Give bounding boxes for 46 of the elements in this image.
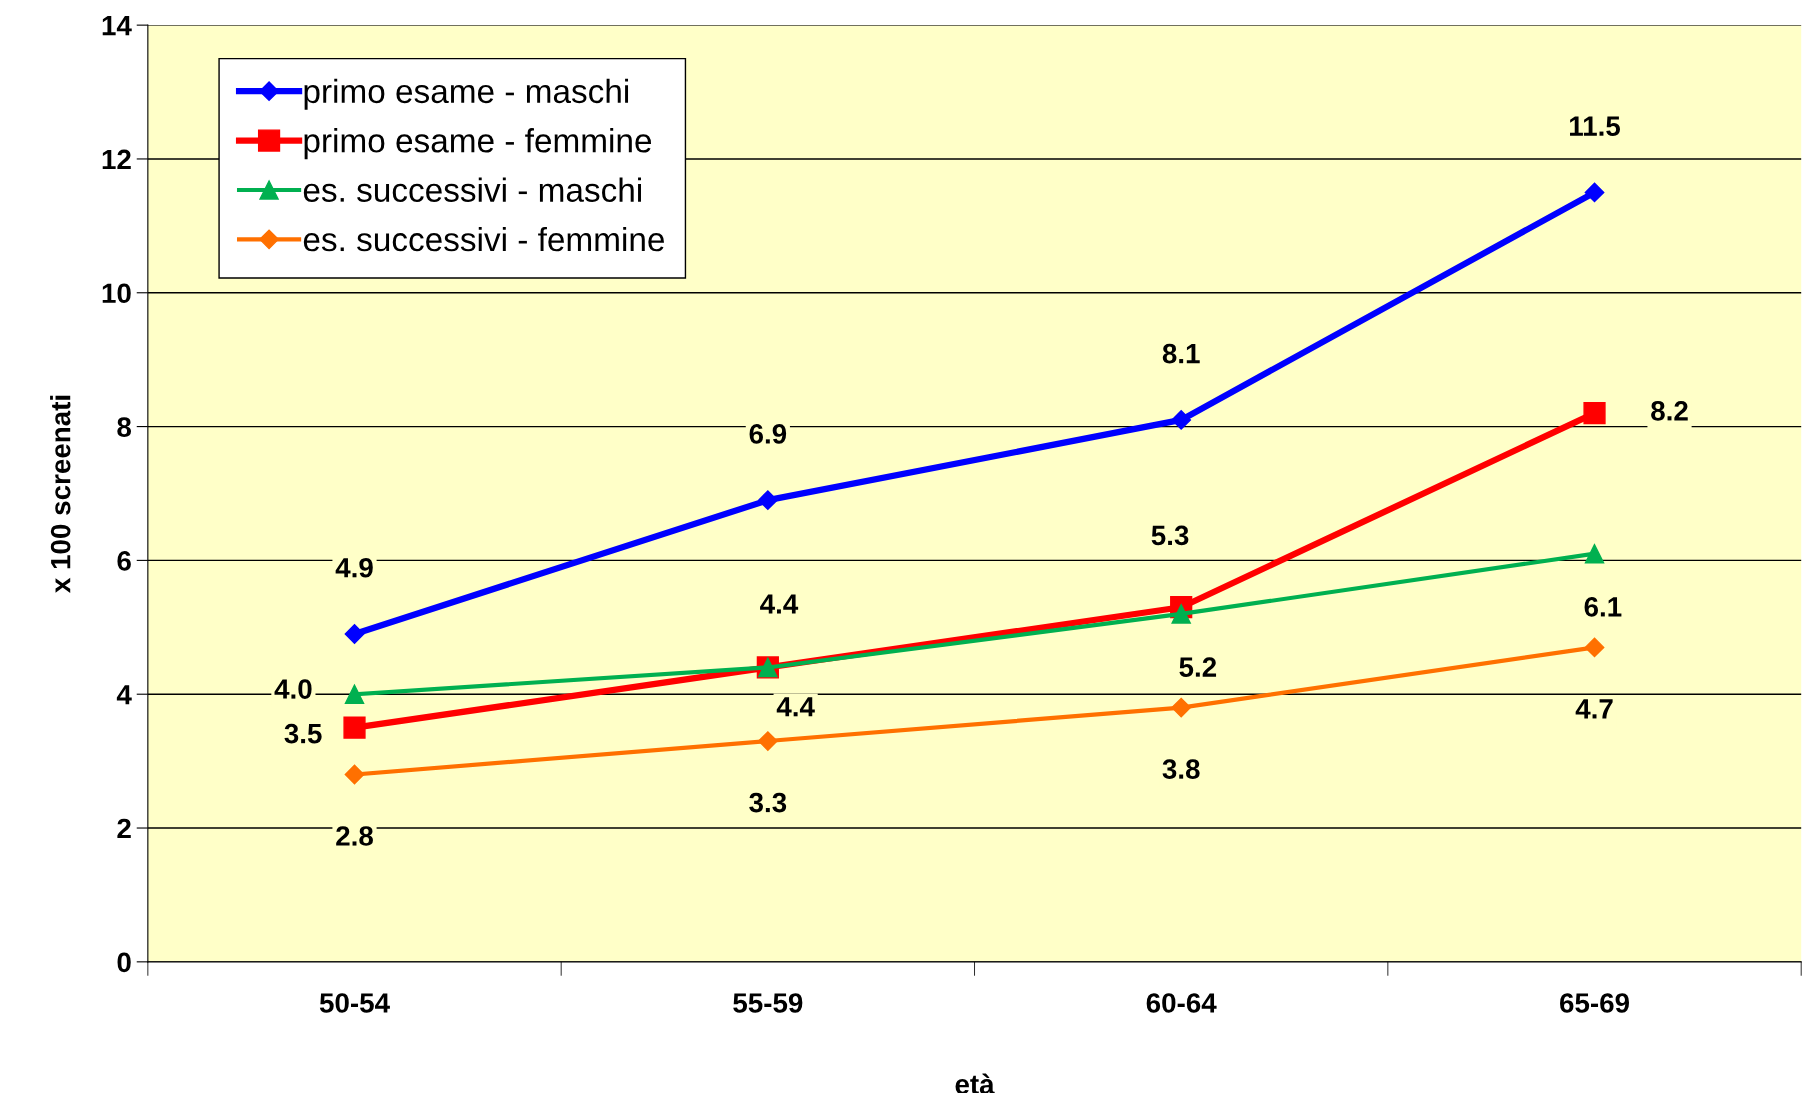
legend-label: es. successivi - femmine <box>303 226 664 252</box>
data-label: 3.8 <box>1162 759 1200 779</box>
point <box>343 716 366 739</box>
data-label: 11.5 <box>1570 116 1621 136</box>
data-label: 8.1 <box>1162 343 1200 364</box>
y-tick-label: 12 <box>102 149 131 170</box>
x-tick-label: 55-59 <box>733 993 803 1013</box>
data-label: 6.1 <box>1584 597 1622 617</box>
data-label: 6.9 <box>749 424 787 444</box>
x-tick-label: 50-54 <box>319 993 390 1013</box>
y-tick-label: 14 <box>102 16 132 36</box>
point <box>1171 697 1192 718</box>
legend-label: es. successivi - maschi <box>303 177 641 202</box>
data-label: 4.9 <box>335 557 373 578</box>
point <box>1171 604 1191 624</box>
legend-label: primo esame - femmine <box>304 128 652 160</box>
data-label: 3.5 <box>284 723 322 744</box>
y-tick-label: 8 <box>117 417 132 437</box>
data-label: 5.2 <box>1179 657 1217 677</box>
y-tick-label: 4 <box>116 685 132 705</box>
data-label: 4.7 <box>1575 699 1613 719</box>
y-tick-label: 10 <box>102 283 131 304</box>
point <box>757 490 778 511</box>
data-label: 5.3 <box>1151 525 1189 546</box>
y-tick-label: 2 <box>117 818 131 839</box>
point <box>1584 182 1605 203</box>
point <box>1583 402 1606 425</box>
y-tick-label: 6 <box>117 551 131 571</box>
point <box>344 684 365 704</box>
point <box>344 624 365 644</box>
data-label: 4.4 <box>776 697 815 717</box>
x-tick-label: 60-64 <box>1146 993 1217 1013</box>
data-label: 4.0 <box>274 679 312 699</box>
legend-label: primo esame - maschi <box>304 78 629 110</box>
point <box>1584 543 1605 564</box>
y-axis-title: x 100 screenati <box>50 395 71 593</box>
data-label: 3.3 <box>749 792 787 813</box>
point <box>757 731 778 751</box>
point <box>1584 637 1605 658</box>
y-tick-label: 0 <box>117 952 131 973</box>
x-tick-label: 65-69 <box>1560 993 1630 1013</box>
point <box>344 764 365 785</box>
point <box>1171 410 1192 430</box>
data-label: 2.8 <box>336 826 373 846</box>
data-label: 8.2 <box>1651 400 1688 421</box>
data-label: 4.4 <box>760 594 799 614</box>
